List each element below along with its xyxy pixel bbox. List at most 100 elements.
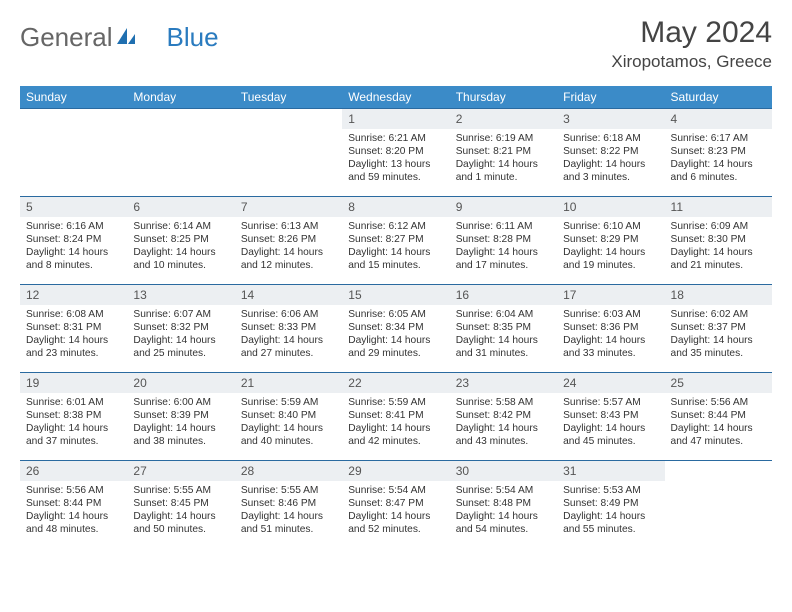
day-number: 31: [557, 461, 664, 481]
day-number: 1: [342, 109, 449, 129]
day-details: Sunrise: 6:14 AMSunset: 8:25 PMDaylight:…: [127, 217, 234, 276]
calendar-cell: 12Sunrise: 6:08 AMSunset: 8:31 PMDayligh…: [20, 285, 127, 373]
weekday-header: Thursday: [450, 86, 557, 109]
day-details: Sunrise: 6:00 AMSunset: 8:39 PMDaylight:…: [127, 393, 234, 452]
calendar-cell: 1Sunrise: 6:21 AMSunset: 8:20 PMDaylight…: [342, 109, 449, 197]
calendar-cell: 30Sunrise: 5:54 AMSunset: 8:48 PMDayligh…: [450, 461, 557, 549]
day-number: 8: [342, 197, 449, 217]
day-details: Sunrise: 5:57 AMSunset: 8:43 PMDaylight:…: [557, 393, 664, 452]
day-number: 10: [557, 197, 664, 217]
calendar-cell: 20Sunrise: 6:00 AMSunset: 8:39 PMDayligh…: [127, 373, 234, 461]
calendar-week-row: 26Sunrise: 5:56 AMSunset: 8:44 PMDayligh…: [20, 461, 772, 549]
day-details: Sunrise: 6:16 AMSunset: 8:24 PMDaylight:…: [20, 217, 127, 276]
calendar-cell: [127, 109, 234, 197]
day-details: Sunrise: 6:21 AMSunset: 8:20 PMDaylight:…: [342, 129, 449, 188]
weekday-header: Sunday: [20, 86, 127, 109]
day-number: 2: [450, 109, 557, 129]
calendar-week-row: 19Sunrise: 6:01 AMSunset: 8:38 PMDayligh…: [20, 373, 772, 461]
day-number: 16: [450, 285, 557, 305]
day-number: 14: [235, 285, 342, 305]
day-number: 30: [450, 461, 557, 481]
brand-word-2: Blue: [167, 22, 219, 53]
day-number: 5: [20, 197, 127, 217]
day-number: 22: [342, 373, 449, 393]
day-details: Sunrise: 5:54 AMSunset: 8:47 PMDaylight:…: [342, 481, 449, 540]
day-details: Sunrise: 6:17 AMSunset: 8:23 PMDaylight:…: [665, 129, 772, 188]
calendar-cell: 24Sunrise: 5:57 AMSunset: 8:43 PMDayligh…: [557, 373, 664, 461]
day-details: Sunrise: 5:55 AMSunset: 8:45 PMDaylight:…: [127, 481, 234, 540]
day-details: Sunrise: 6:05 AMSunset: 8:34 PMDaylight:…: [342, 305, 449, 364]
day-number: 18: [665, 285, 772, 305]
weekday-header: Saturday: [665, 86, 772, 109]
calendar-week-row: 12Sunrise: 6:08 AMSunset: 8:31 PMDayligh…: [20, 285, 772, 373]
calendar-cell: 14Sunrise: 6:06 AMSunset: 8:33 PMDayligh…: [235, 285, 342, 373]
month-title: May 2024: [611, 16, 772, 50]
day-details: Sunrise: 6:12 AMSunset: 8:27 PMDaylight:…: [342, 217, 449, 276]
day-details: Sunrise: 6:07 AMSunset: 8:32 PMDaylight:…: [127, 305, 234, 364]
calendar-cell: [665, 461, 772, 549]
calendar-cell: 18Sunrise: 6:02 AMSunset: 8:37 PMDayligh…: [665, 285, 772, 373]
day-details: Sunrise: 5:59 AMSunset: 8:41 PMDaylight:…: [342, 393, 449, 452]
calendar-cell: 17Sunrise: 6:03 AMSunset: 8:36 PMDayligh…: [557, 285, 664, 373]
day-details: Sunrise: 6:09 AMSunset: 8:30 PMDaylight:…: [665, 217, 772, 276]
day-details: Sunrise: 5:55 AMSunset: 8:46 PMDaylight:…: [235, 481, 342, 540]
day-number: 9: [450, 197, 557, 217]
calendar-cell: 4Sunrise: 6:17 AMSunset: 8:23 PMDaylight…: [665, 109, 772, 197]
calendar-cell: 26Sunrise: 5:56 AMSunset: 8:44 PMDayligh…: [20, 461, 127, 549]
day-details: Sunrise: 5:53 AMSunset: 8:49 PMDaylight:…: [557, 481, 664, 540]
day-number: 17: [557, 285, 664, 305]
day-number: 6: [127, 197, 234, 217]
day-details: Sunrise: 6:06 AMSunset: 8:33 PMDaylight:…: [235, 305, 342, 364]
calendar-cell: 9Sunrise: 6:11 AMSunset: 8:28 PMDaylight…: [450, 197, 557, 285]
day-details: Sunrise: 6:02 AMSunset: 8:37 PMDaylight:…: [665, 305, 772, 364]
page-header: General Blue May 2024 Xiropotamos, Greec…: [20, 16, 772, 72]
day-details: Sunrise: 6:03 AMSunset: 8:36 PMDaylight:…: [557, 305, 664, 364]
calendar-cell: 3Sunrise: 6:18 AMSunset: 8:22 PMDaylight…: [557, 109, 664, 197]
calendar-cell: 25Sunrise: 5:56 AMSunset: 8:44 PMDayligh…: [665, 373, 772, 461]
day-details: Sunrise: 6:01 AMSunset: 8:38 PMDaylight:…: [20, 393, 127, 452]
day-number: 23: [450, 373, 557, 393]
day-number: 7: [235, 197, 342, 217]
brand-word-1: General: [20, 22, 113, 53]
calendar-cell: 21Sunrise: 5:59 AMSunset: 8:40 PMDayligh…: [235, 373, 342, 461]
calendar-cell: 28Sunrise: 5:55 AMSunset: 8:46 PMDayligh…: [235, 461, 342, 549]
weekday-header: Tuesday: [235, 86, 342, 109]
calendar-week-row: 1Sunrise: 6:21 AMSunset: 8:20 PMDaylight…: [20, 109, 772, 197]
calendar-cell: 19Sunrise: 6:01 AMSunset: 8:38 PMDayligh…: [20, 373, 127, 461]
calendar-cell: 15Sunrise: 6:05 AMSunset: 8:34 PMDayligh…: [342, 285, 449, 373]
calendar-cell: 2Sunrise: 6:19 AMSunset: 8:21 PMDaylight…: [450, 109, 557, 197]
day-number: 27: [127, 461, 234, 481]
day-details: Sunrise: 6:04 AMSunset: 8:35 PMDaylight:…: [450, 305, 557, 364]
day-number: 12: [20, 285, 127, 305]
day-details: Sunrise: 6:08 AMSunset: 8:31 PMDaylight:…: [20, 305, 127, 364]
day-number: 28: [235, 461, 342, 481]
day-number: 25: [665, 373, 772, 393]
weekday-header: Wednesday: [342, 86, 449, 109]
calendar-cell: 23Sunrise: 5:58 AMSunset: 8:42 PMDayligh…: [450, 373, 557, 461]
day-number: 15: [342, 285, 449, 305]
calendar-head: SundayMondayTuesdayWednesdayThursdayFrid…: [20, 86, 772, 109]
day-details: Sunrise: 6:10 AMSunset: 8:29 PMDaylight:…: [557, 217, 664, 276]
calendar-table: SundayMondayTuesdayWednesdayThursdayFrid…: [20, 86, 772, 549]
day-number: 24: [557, 373, 664, 393]
day-details: Sunrise: 5:58 AMSunset: 8:42 PMDaylight:…: [450, 393, 557, 452]
day-details: Sunrise: 5:56 AMSunset: 8:44 PMDaylight:…: [665, 393, 772, 452]
calendar-cell: [20, 109, 127, 197]
calendar-cell: [235, 109, 342, 197]
calendar-cell: 27Sunrise: 5:55 AMSunset: 8:45 PMDayligh…: [127, 461, 234, 549]
calendar-cell: 10Sunrise: 6:10 AMSunset: 8:29 PMDayligh…: [557, 197, 664, 285]
day-number: 13: [127, 285, 234, 305]
calendar-cell: 8Sunrise: 6:12 AMSunset: 8:27 PMDaylight…: [342, 197, 449, 285]
title-block: May 2024 Xiropotamos, Greece: [611, 16, 772, 72]
day-details: Sunrise: 5:59 AMSunset: 8:40 PMDaylight:…: [235, 393, 342, 452]
day-number: 26: [20, 461, 127, 481]
weekday-header: Monday: [127, 86, 234, 109]
calendar-week-row: 5Sunrise: 6:16 AMSunset: 8:24 PMDaylight…: [20, 197, 772, 285]
day-details: Sunrise: 5:56 AMSunset: 8:44 PMDaylight:…: [20, 481, 127, 540]
calendar-cell: 7Sunrise: 6:13 AMSunset: 8:26 PMDaylight…: [235, 197, 342, 285]
calendar-cell: 29Sunrise: 5:54 AMSunset: 8:47 PMDayligh…: [342, 461, 449, 549]
day-number: 11: [665, 197, 772, 217]
location-label: Xiropotamos, Greece: [611, 52, 772, 72]
day-details: Sunrise: 6:13 AMSunset: 8:26 PMDaylight:…: [235, 217, 342, 276]
day-number: 4: [665, 109, 772, 129]
